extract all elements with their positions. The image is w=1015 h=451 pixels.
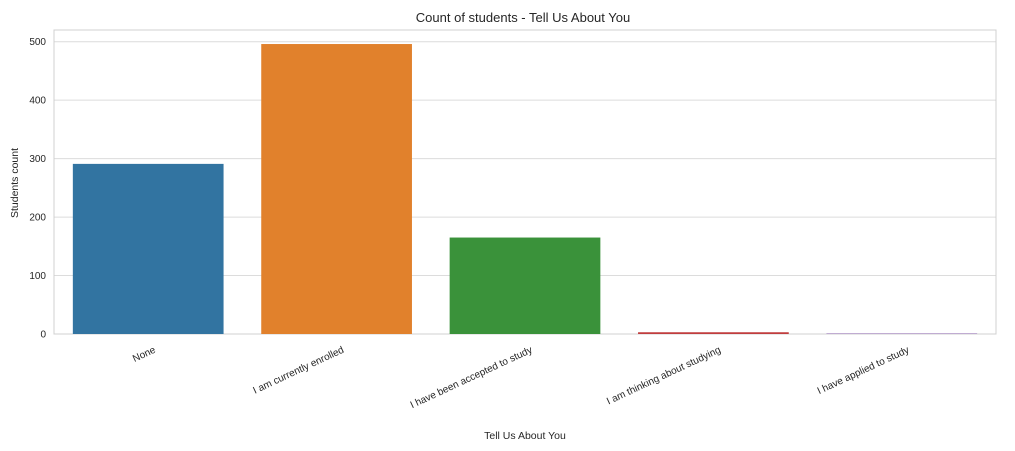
y-tick-label: 100	[29, 271, 46, 282]
x-axis-label: Tell Us About You	[484, 430, 566, 442]
bars	[72, 44, 978, 335]
y-tick-label: 0	[40, 330, 46, 341]
y-tick-label: 400	[29, 96, 46, 107]
x-tick-label: I am thinking about studying	[605, 345, 723, 408]
bar	[638, 332, 789, 334]
x-tick-label: I have applied to study	[816, 345, 911, 397]
x-tick-label: None	[131, 345, 158, 365]
bar	[449, 237, 601, 334]
x-tick-label: I have been accepted to study	[409, 345, 535, 411]
y-tick-label: 300	[29, 154, 46, 165]
y-tick-labels: 0 100 200 300 400 500	[29, 37, 46, 340]
x-tick-label: I am currently enrolled	[252, 345, 346, 397]
bar	[72, 163, 224, 334]
y-tick-label: 200	[29, 213, 46, 224]
x-tick-labels: None I am currently enrolled I have been a…	[131, 345, 911, 412]
chart-title: Count of students - Tell Us About You	[416, 10, 630, 25]
y-tick-label: 500	[29, 37, 46, 48]
y-axis-label: Students count	[9, 148, 21, 218]
bar	[261, 44, 412, 335]
bar	[826, 333, 978, 334]
